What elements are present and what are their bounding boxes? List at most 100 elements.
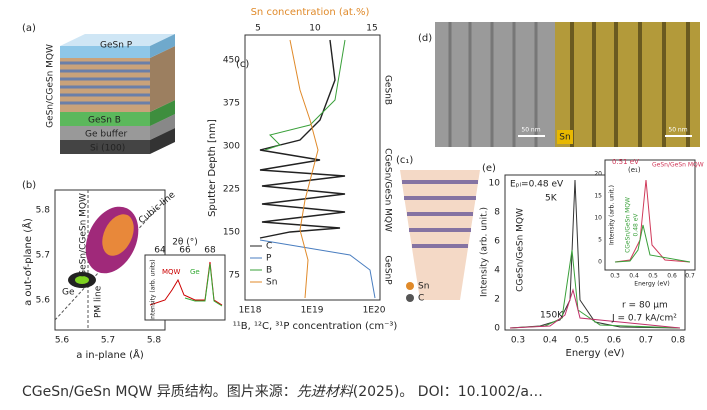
annotation: 5K xyxy=(545,194,558,204)
y-tick-label: 6 xyxy=(494,237,500,247)
panel-label: (c) xyxy=(236,59,249,70)
legend-label: P xyxy=(266,254,272,264)
legend-label: Sn xyxy=(418,282,429,292)
y-tick-label: 300 xyxy=(223,142,240,152)
inset-tick: 66 xyxy=(179,246,191,256)
y-tick-label: 5.8 xyxy=(36,206,51,216)
y-axis-label: Sputter Depth [nm] xyxy=(207,119,218,217)
inset-tick: 68 xyxy=(204,246,216,256)
inset-tick: 0.4 xyxy=(629,273,639,280)
layer-label: GeSn/CGeSn MQW xyxy=(46,44,56,128)
annotation: 0.48 eV xyxy=(633,213,640,237)
inset-axis-label: 2θ (°) xyxy=(172,238,198,248)
region-label: CGeSn/GeSn MQW xyxy=(383,148,393,232)
panel-label: (c₁) xyxy=(396,155,413,166)
x-tick-label: 0.4 xyxy=(543,336,558,346)
xrd-curve xyxy=(184,263,223,307)
panel-label: (b) xyxy=(22,180,36,191)
layer-label: Si (100) xyxy=(90,144,125,154)
y-tick-label: 4 xyxy=(494,266,500,276)
panel-label: (a) xyxy=(22,23,36,34)
inset xyxy=(144,254,226,321)
y-tick-label: 5.7 xyxy=(36,251,50,261)
annotation: 0.51 eV xyxy=(612,158,639,166)
annotation: Ge xyxy=(62,288,75,298)
ge-peak xyxy=(75,276,89,284)
layer-label: Ge buffer xyxy=(85,130,128,140)
x-tick-label: 1E18 xyxy=(239,306,262,316)
y-tick-label: 5.6 xyxy=(36,296,51,306)
x-tick-label: 0.7 xyxy=(639,336,653,346)
y-tick-label: 0 xyxy=(494,324,500,334)
annotation: 150K xyxy=(540,311,564,321)
inset-tick: 0.7 xyxy=(685,273,695,280)
caption: CGeSn/GeSn MQW 异质结构。图片来源：先进材料(2025)。 DOI… xyxy=(22,384,543,400)
inset-tick: 0.3 xyxy=(610,273,620,280)
layer-label: GeSn P xyxy=(100,41,133,51)
y-tick-label: 8 xyxy=(494,208,500,218)
x-tick-label: 0.8 xyxy=(671,336,686,346)
inset-tick: 20 xyxy=(594,171,602,178)
x-tick-label: 0.3 xyxy=(511,336,525,346)
scale-label: 50 nm xyxy=(521,127,540,134)
caption-journal: 先进材料 xyxy=(297,384,354,400)
annotation: CGeSn/GeSn MQW xyxy=(516,208,526,292)
pl-curve xyxy=(509,288,681,329)
inset-tick: 0.6 xyxy=(667,273,677,280)
eds-map xyxy=(555,22,700,147)
inset-curve xyxy=(614,224,691,263)
top-tick: 15 xyxy=(366,24,377,34)
annotation: Ge xyxy=(190,268,200,276)
x-tick-label: 5.6 xyxy=(55,336,70,346)
annotation: J = 0.7 kA/cm² xyxy=(611,314,677,324)
y-tick-label: 10 xyxy=(489,179,501,189)
inset-tick: 0.5 xyxy=(648,273,658,280)
element-label: Sn xyxy=(559,133,570,143)
y-tick-label: 450 xyxy=(223,56,240,66)
x-tick-label: 0.5 xyxy=(575,336,589,346)
panel-label: (e₁) xyxy=(628,166,641,174)
inset-axis-label: Energy (eV) xyxy=(634,281,669,288)
y-tick-label: 375 xyxy=(223,99,240,109)
y-tick-label: 225 xyxy=(223,185,240,195)
legend-label: C xyxy=(266,242,272,252)
annotation: MQW xyxy=(162,268,181,276)
apt-cone xyxy=(400,170,480,300)
scale-label: 50 nm xyxy=(668,127,687,134)
legend-marker xyxy=(406,282,414,290)
legend-marker xyxy=(406,294,414,302)
panel-label: (e) xyxy=(482,163,496,174)
sn-profile xyxy=(289,39,319,299)
annotation: Cubic line xyxy=(137,190,178,226)
inset-tick: 10 xyxy=(594,215,602,222)
x-tick-label: 1E19 xyxy=(301,306,324,316)
top-axis-label: Sn concentration (at.%) xyxy=(251,7,370,18)
annotation: CGeSn/GeSn MQW xyxy=(625,197,632,253)
top-tick: 5 xyxy=(255,24,261,34)
inset-tick: 15 xyxy=(594,193,602,200)
x-tick-label: 5.8 xyxy=(147,336,162,346)
x-axis-label: Energy (eV) xyxy=(566,348,625,359)
inset-axis-label: Intensity (arb. unit.) xyxy=(609,185,616,245)
annotation: GeSn/GeSn MQW xyxy=(652,162,704,169)
x-axis-label: a in-plane (Å) xyxy=(76,348,144,361)
region-label: GeSnP xyxy=(383,255,393,285)
legend-label: Sn xyxy=(266,278,277,288)
c-profile xyxy=(259,39,346,239)
b-profile xyxy=(264,39,346,151)
caption-text: (2025)。 DOI：10.1002/a… xyxy=(353,384,543,400)
layer-stack xyxy=(60,34,175,154)
panel-label: (d) xyxy=(418,33,432,44)
caption-text: CGeSn/GeSn MQW 异质结构。图片来源： xyxy=(22,384,297,400)
region-label: GeSnB xyxy=(383,75,393,105)
rsm-map xyxy=(102,214,134,256)
x-tick-label: 5.7 xyxy=(101,336,115,346)
inset-tick: 5 xyxy=(598,237,602,244)
inset-tick: 0 xyxy=(598,259,602,266)
layer-label: GeSn B xyxy=(88,116,121,126)
p-profile xyxy=(259,239,376,299)
annotation: r = 80 µm xyxy=(622,301,668,311)
inset-axis-label: Intensity (arb. units) xyxy=(150,259,157,320)
annotation: Eₚₗ=0.48 eV xyxy=(510,180,564,190)
